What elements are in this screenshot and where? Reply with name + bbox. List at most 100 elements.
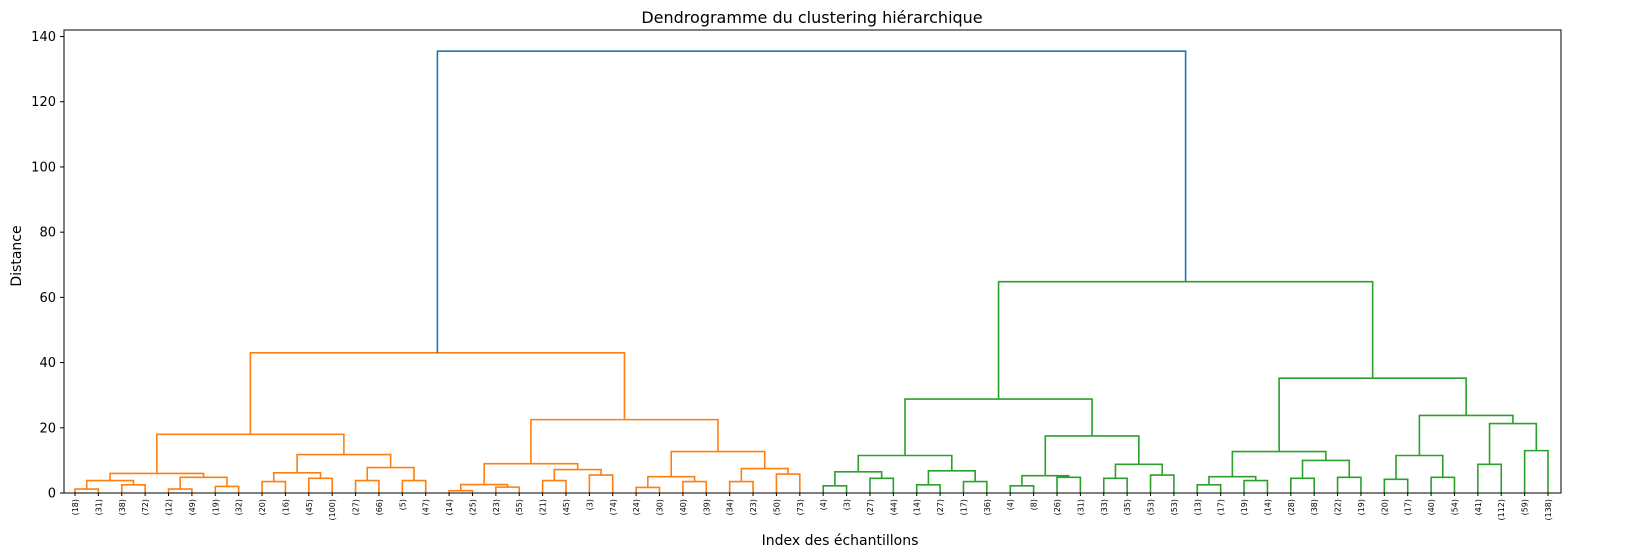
dendrogram-link-a20 [588,474,614,493]
leaf-label: (8) [1030,499,1039,510]
dendrogram-link-a22 [483,462,579,485]
plot-frame [63,29,1562,494]
leaf-label: (20) [258,499,267,515]
leaf-label: (20) [1380,499,1389,515]
dendrogram-link-a7 [109,472,205,481]
leaf-label: (100) [328,499,337,521]
dendrogram-link-a28 [740,467,789,482]
leaf-label: (27) [352,499,361,515]
leaf-label: (25) [468,499,477,515]
dendrogram-link-b1 [822,485,848,493]
leaf-label: (31) [94,499,103,515]
dendrogram-link-b5 [962,480,988,493]
dendrogram-link-a10 [272,471,322,482]
leaf-label: (4) [1006,499,1015,510]
dendrogram-link-b19 [1290,477,1315,493]
dendrogram-link-b13 [1114,463,1164,479]
y-tick-label: 140 [31,30,56,45]
leaf-label: (40) [679,499,688,515]
leaf-label: (40) [1427,499,1436,515]
leaf-label: (36) [983,499,992,515]
y-axis: 0 20 40 60 80 100 120 140 [31,30,64,502]
leaf-label: (34) [726,499,735,515]
dendrogram-link-b22 [1231,450,1327,477]
leaf-label: (14) [1263,499,1272,515]
dendrogram-link-a4 [167,488,193,493]
leaf-label: (38) [1310,499,1319,515]
y-tick-label: 80 [39,226,56,241]
leaf-label: (74) [609,499,618,515]
leaf-label: (4) [819,499,828,510]
leaf-label: (17) [1404,499,1413,515]
dendrogram-link-b14 [1044,435,1140,476]
leaf-label: (112) [1497,499,1506,521]
dendrogram-link-b27 [1523,449,1549,493]
leaf-label: (22) [1334,499,1343,515]
leaf-label: (3) [843,499,852,510]
leaf-label: (54) [1450,499,1459,515]
leaf-label: (23) [492,499,501,515]
dendrogram-link-b15 [904,398,1093,456]
dendrogram-link-a13 [366,466,415,481]
dendrogram-link-a3 [85,479,135,490]
leaf-label: (5) [398,499,407,510]
dendrogram-link-b17 [1243,479,1269,493]
leaf-label: (53) [1170,499,1179,515]
dendrogram-link-a27 [775,473,801,493]
leaf-label: (53) [1147,499,1156,515]
leaf-label: (39) [702,499,711,515]
dendrogram-link-a15 [156,433,345,474]
leaf-label: (31) [1076,499,1085,515]
dendrogram-links [74,50,1549,493]
leaf-label: (28) [1287,499,1296,515]
dendrogram-link-b8 [1009,485,1035,493]
dendrogram-link-b20 [1336,476,1362,493]
dendrogram-link-a30 [530,418,719,464]
leaf-label: (21) [539,499,548,515]
dendrogram-link-a16 [448,489,474,493]
dendrogram-link-b2 [869,477,895,493]
dendrogram-link-a18 [459,483,509,491]
leaf-label: (19) [1240,499,1249,515]
leaf-label: (14) [913,499,922,515]
dendrogram-link-a23 [635,486,661,493]
dendrogram-link-a24 [682,480,708,493]
leaf-label: (55) [515,499,524,515]
leaf-label: (27) [866,499,875,515]
dendrogram-link-a8 [261,480,287,493]
dendrogram-link-b12 [1149,474,1175,493]
leaf-label: (73) [796,499,805,515]
leaf-label: (3) [585,499,594,510]
dendrogram-link-a31 [249,351,626,435]
y-axis-title: Distance [9,225,25,286]
dendrogram-link-b31 [997,280,1374,400]
dendrogram-link-a21 [553,468,602,481]
dendrogram-link-a17 [495,486,521,493]
leaf-label: (27) [936,499,945,515]
leaf-label: (24) [632,499,641,515]
dendrogram-link-a6 [179,476,228,490]
y-tick-label: 40 [39,356,56,371]
dendrogram-link-b29 [1418,414,1514,456]
leaf-label: (26) [1053,499,1062,515]
leaf-label: (33) [1100,499,1109,515]
dendrogram-link-a5 [214,485,240,493]
leaf-label: (138) [1544,499,1553,521]
dendrogram-link-b16 [1196,484,1222,493]
leaf-label: (41) [1474,499,1483,515]
dendrogram-link-b25 [1395,454,1444,480]
y-tick-label: 100 [31,160,56,175]
dendrogram-link-a1 [74,488,100,493]
dendrogram-link-b6 [927,470,976,485]
leaf-label: (23) [749,499,758,515]
y-tick-label: 20 [39,421,56,436]
dendrogram-link-a19 [541,479,567,493]
x-axis-title: Index des échantillons [762,533,919,549]
dendrogram-link-b28 [1488,422,1538,465]
leaf-label: (12) [165,499,174,515]
dendrogram-link-a26 [728,480,754,493]
leaf-label: (13) [1193,499,1202,515]
dendrogram-link-a9 [308,477,333,493]
x-axis-leaf-labels: (18) (31) (38) (72) (12) (49) (19) (32) (20) (16)… [71,493,1553,521]
